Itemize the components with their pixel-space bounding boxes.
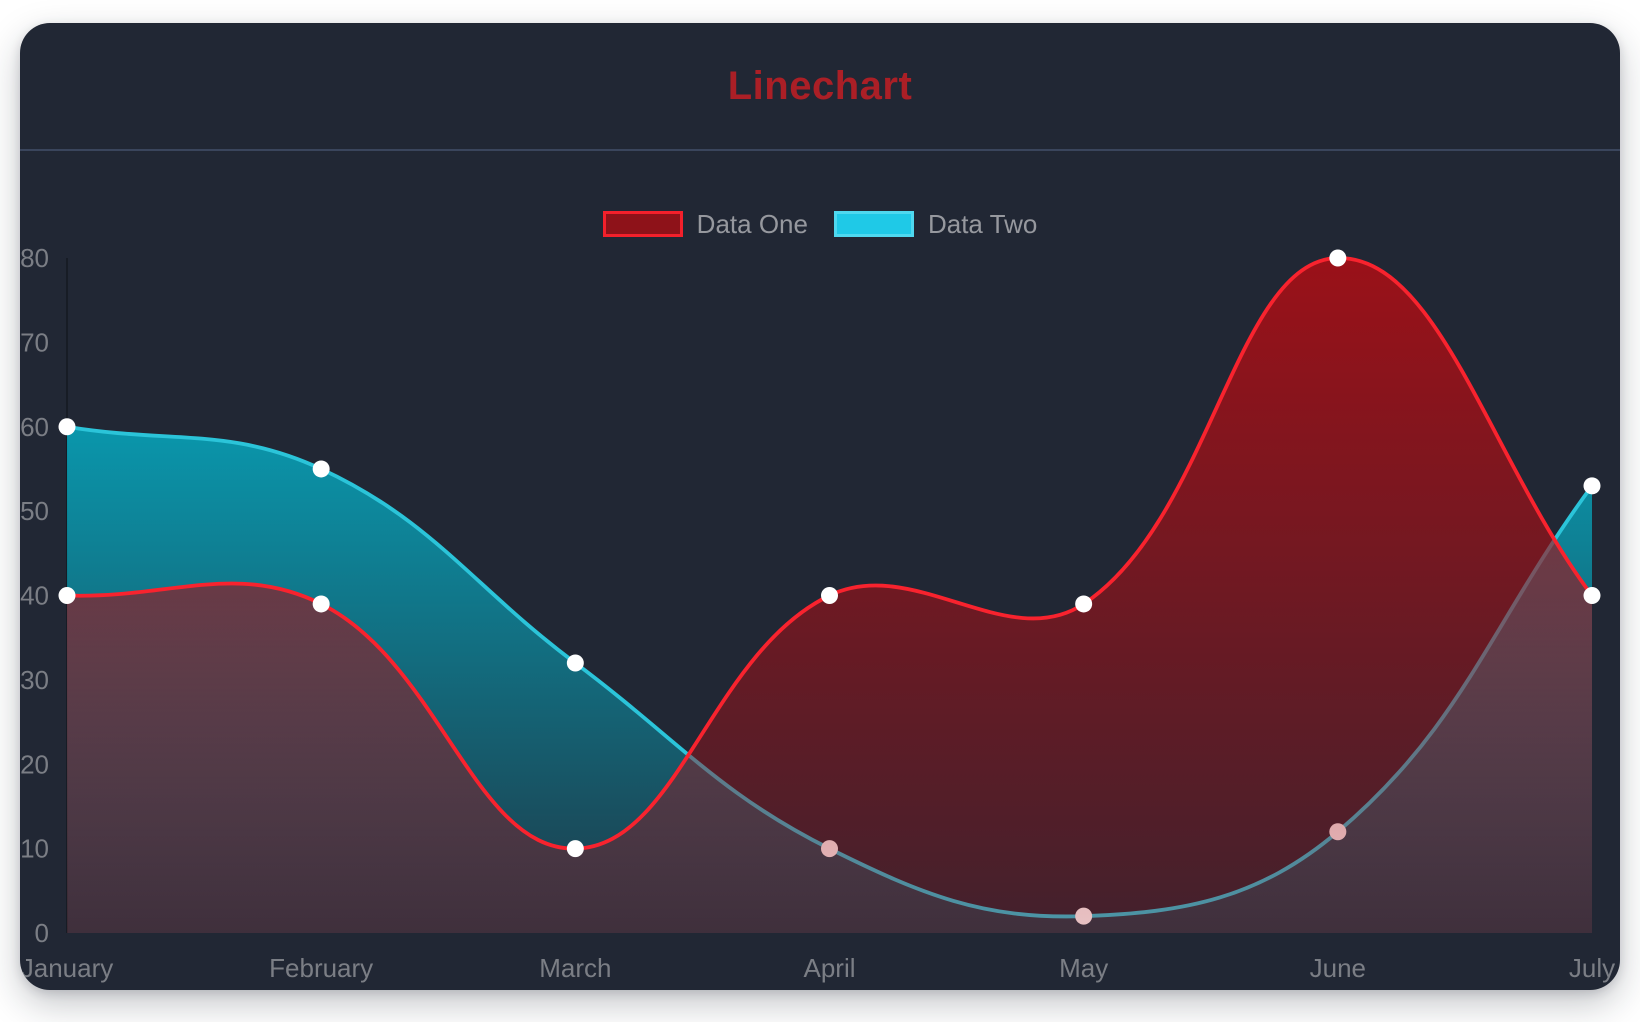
point-data-one-january[interactable] [58,587,76,604]
x-axis-label-may: May [1059,953,1108,983]
point-data-one-june[interactable] [1329,249,1347,267]
point-data-one-march[interactable] [566,840,584,858]
x-axis-label-june: June [1310,953,1366,983]
line-data-one [65,256,1594,851]
y-axis-tick-80: 80 [20,243,49,273]
card-header: Linechart [20,23,1620,151]
x-axis-label-july: July [1569,953,1615,983]
legend-label-data-two: Data Two [927,209,1038,239]
x-axis-label-february: February [269,953,373,983]
x-axis-label-january: January [21,953,114,983]
legend-item-data-two[interactable]: Data Two [833,209,1038,239]
y-axis-tick-0: 0 [35,918,49,948]
point-data-one-july[interactable] [1583,587,1601,604]
point-data-one-may[interactable] [1075,595,1093,613]
y-axis-tick-70: 70 [20,327,49,357]
y-axis-tick-30: 30 [20,665,49,695]
x-axis-label-march: March [539,953,611,983]
area-data-one [67,257,1592,934]
point-data-one-april[interactable] [821,587,838,604]
y-axis-tick-20: 20 [20,749,49,779]
chart-card: Linechart Data One Data Two 0 10 20 30 40 50 6… [20,23,1620,990]
y-axis-tick-60: 60 [20,412,49,442]
legend-item-data-one[interactable]: Data One [602,209,808,239]
y-axis-tick-50: 50 [20,496,49,526]
point-data-two-march[interactable] [566,654,584,672]
y-axis-tick-40: 40 [20,581,49,611]
chart-legend: Data One Data Two [20,211,1620,237]
legend-swatch-data-two [833,211,914,237]
line-chart-canvas: 0 10 20 30 40 50 60 70 80 January February March Apr… [20,243,1615,983]
legend-swatch-data-one [602,211,683,237]
chart-title: Linechart [727,63,913,108]
point-data-two-july[interactable] [1583,477,1601,495]
legend-label-data-one: Data One [696,209,808,239]
y-axis-tick-10: 10 [20,834,49,864]
x-axis-label-april: April [803,953,855,983]
point-data-two-february[interactable] [312,460,330,478]
point-data-one-february[interactable] [312,595,330,613]
point-data-two-january[interactable] [58,418,76,436]
